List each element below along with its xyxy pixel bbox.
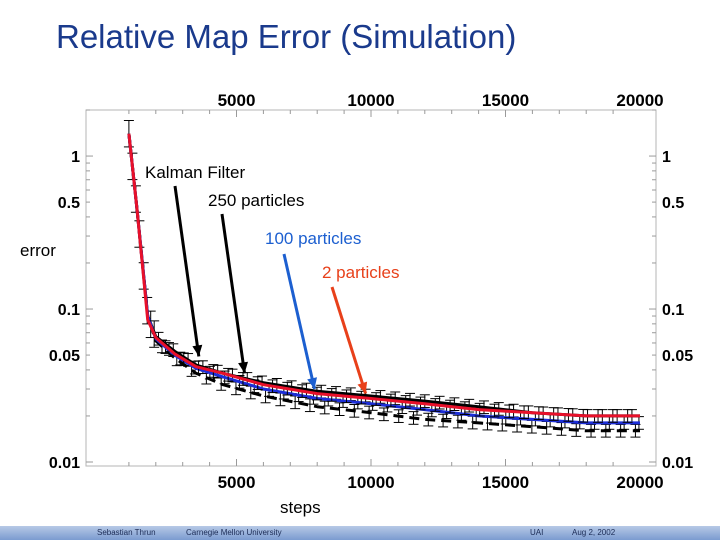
- annotation-arrowhead: [307, 377, 317, 389]
- x-axis-label: steps: [280, 498, 321, 517]
- footer-venue: UAI: [530, 528, 544, 537]
- annotation-arrow: [173, 185, 201, 357]
- annotation-label: 250 particles: [208, 191, 304, 210]
- x-tick-label-bottom: 20000: [616, 473, 663, 492]
- x-tick-label-bottom: 10000: [347, 473, 394, 492]
- y-tick-label-left: 0.05: [49, 348, 80, 365]
- top-tick-labels: 5000 10000 15000 20000: [218, 91, 664, 110]
- x-tick-label-top: 10000: [347, 91, 394, 110]
- series-layer: [123, 119, 644, 438]
- annotation-0: Kalman Filter: [145, 163, 245, 357]
- y-tick-label-left: 0.1: [58, 302, 80, 319]
- annotation-arrowhead: [357, 381, 368, 394]
- x-tick-label-bottom: 15000: [482, 473, 529, 492]
- annotation-arrowhead: [192, 344, 203, 357]
- annotation-1: 250 particles: [208, 191, 304, 374]
- left-tick-labels: 1 0.5 0.1 0.05 0.01: [49, 149, 80, 472]
- annotation-label: 100 particles: [265, 229, 361, 248]
- annotation-3: 2 particles: [322, 263, 399, 395]
- right-tick-labels: 1 0.5 0.1 0.05 0.01: [662, 149, 693, 472]
- footer-date: Aug 2, 2002: [572, 528, 616, 537]
- series-line-250_particles: [127, 133, 640, 433]
- annotation-layer: Kalman Filter 250 particles 100 particles 2…: [145, 163, 399, 395]
- x-tick-label-top: 5000: [218, 91, 256, 110]
- y-tick-label-right: 1: [662, 149, 671, 166]
- y-tick-label-left: 0.01: [49, 455, 80, 472]
- series-2_particles: [127, 133, 640, 423]
- footer-author: Sebastian Thrun: [97, 528, 156, 537]
- y-axis-label: error: [20, 241, 56, 260]
- annotation-arrowhead: [238, 361, 248, 374]
- annotation-arrow: [220, 213, 247, 374]
- series-line-2_particles: [127, 133, 640, 418]
- x-tick-label-bottom: 5000: [218, 473, 256, 492]
- annotation-arrow: [330, 286, 368, 395]
- y-tick-label-right: 0.05: [662, 348, 693, 365]
- y-tick-label-right: 0.01: [662, 455, 693, 472]
- annotation-arrow: [282, 253, 316, 390]
- bottom-tick-labels: 5000 10000 15000 20000: [218, 473, 664, 492]
- annotation-2: 100 particles: [265, 229, 361, 390]
- slide-title: Relative Map Error (Simulation): [56, 18, 517, 55]
- footer-affiliation: Carnegie Mellon University: [186, 528, 282, 537]
- x-tick-label-top: 20000: [616, 91, 663, 110]
- annotation-label: 2 particles: [322, 263, 399, 282]
- footer-bar: Sebastian Thrun Carnegie Mellon Universi…: [0, 526, 720, 540]
- y-tick-label-left: 1: [71, 149, 80, 166]
- y-tick-label-left: 0.5: [58, 195, 80, 212]
- axis-tick-marks: [86, 109, 656, 466]
- x-tick-label-top: 15000: [482, 91, 529, 110]
- annotation-label: Kalman Filter: [145, 163, 245, 182]
- y-tick-label-right: 0.5: [662, 195, 684, 212]
- y-tick-label-right: 0.1: [662, 302, 684, 319]
